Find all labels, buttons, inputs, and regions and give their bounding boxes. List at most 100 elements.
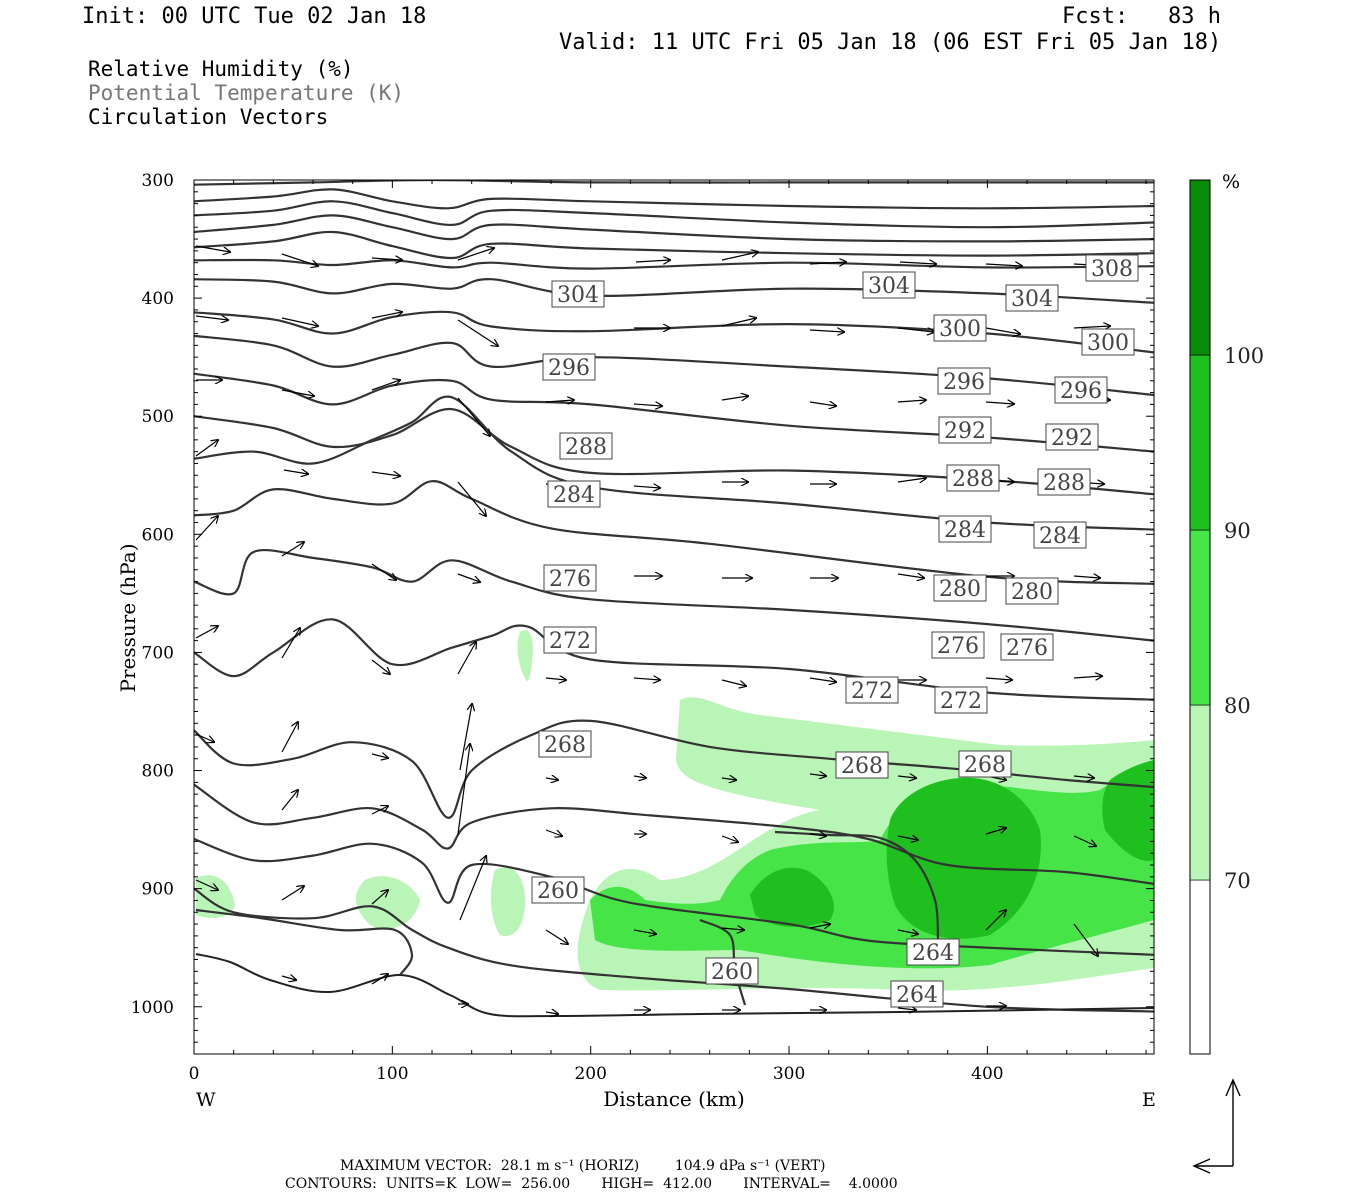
- colorbar-segment: [1189, 704, 1211, 881]
- contour-label-text: 292: [944, 419, 986, 444]
- colorbar-tick-label: 100: [1224, 344, 1264, 368]
- isentrope-line: [699, 918, 747, 1006]
- contour-label-box: [906, 938, 960, 966]
- circulation-vector: [809, 774, 826, 776]
- circulation-vector: [809, 262, 846, 264]
- circulation-vector: [459, 856, 486, 921]
- contour-label: 284: [938, 515, 992, 543]
- circulation-vector: [371, 258, 402, 260]
- circulation-vector: [371, 806, 388, 815]
- reference-vector: [1192, 1078, 1241, 1174]
- colorbar-segment: [1189, 354, 1211, 531]
- x-axis-label: Distance (km): [603, 1087, 745, 1111]
- circulation-vector: [545, 678, 566, 680]
- contour-label-text: 284: [1039, 524, 1081, 549]
- y-tick-label: 1000: [131, 998, 174, 1018]
- circulation-vector: [545, 400, 574, 402]
- circulation-vector: [985, 678, 1012, 680]
- circulation-vector: [1073, 676, 1102, 678]
- forecast-hour: Fcst: 83 h: [1062, 4, 1221, 29]
- contour-label-text: 296: [943, 370, 985, 395]
- circulation-vector: [721, 252, 758, 261]
- circulation-vector: [371, 659, 390, 674]
- circulation-vector: [195, 733, 214, 742]
- isentrope-line: [194, 258, 1154, 270]
- circulation-vector: [281, 253, 318, 266]
- circulation-vector: [721, 778, 736, 780]
- circulation-vector: [635, 260, 670, 262]
- rh-70-80-region: [355, 876, 420, 929]
- circulation-vector: [985, 402, 1014, 404]
- contour-label: 264: [890, 980, 944, 1008]
- x-tick-label: 400: [971, 1064, 1003, 1084]
- contour-label-text: 280: [1011, 580, 1053, 605]
- contour-label: 276: [543, 564, 597, 592]
- y-tick-label: 300: [142, 171, 174, 191]
- contour-label: 260: [531, 876, 585, 904]
- circulation-vector: [897, 574, 924, 578]
- isentrope-line: [194, 783, 1154, 885]
- circulation-vector: [899, 262, 936, 264]
- contour-label-box: [934, 686, 988, 714]
- contour-label-text: 288: [565, 435, 607, 460]
- circulation-vector: [633, 930, 656, 934]
- contour-label-box: [705, 957, 759, 985]
- contour-label-box: [1081, 328, 1135, 356]
- east-label: E: [1142, 1089, 1156, 1111]
- circulation-vector: [457, 642, 476, 675]
- isentrope-line: [194, 395, 1154, 531]
- contour-label-box: [1085, 254, 1139, 282]
- circulation-vector: [457, 319, 498, 346]
- contour-label: 284: [547, 480, 601, 508]
- contour-label-box: [946, 464, 1000, 492]
- isentrope-line: [194, 334, 1154, 397]
- contour-label-box: [542, 353, 596, 381]
- circulation-vector: [809, 834, 826, 836]
- circulation-vector: [545, 778, 558, 780]
- colorbar-frame: [1189, 179, 1211, 1055]
- circulation-vector: [809, 330, 844, 332]
- circulation-vector: [195, 440, 218, 457]
- contour-label: 296: [542, 353, 596, 381]
- isentrope-line: [194, 214, 1154, 243]
- contour-label-text: 272: [940, 689, 982, 714]
- contour-labels: 304 304 304 308 300 300 296 296 296 292 292 288 288 2…: [531, 254, 1139, 1008]
- contour-label: 308: [1085, 254, 1139, 282]
- circulation-vector: [281, 790, 298, 811]
- circulation-vector: [721, 835, 738, 842]
- x-tick-label: 200: [574, 1064, 606, 1084]
- circulation-vector: [371, 472, 400, 476]
- circulation-vector: [281, 722, 298, 753]
- contour-label: 288: [946, 464, 1000, 492]
- circulation-vector: [195, 626, 218, 639]
- contour-label-box: [543, 626, 597, 654]
- contour-label-text: 260: [711, 960, 753, 985]
- contour-label-text: 284: [553, 483, 595, 508]
- contour-label-text: 304: [1011, 287, 1053, 312]
- contour-label: 288: [1037, 468, 1091, 496]
- circulation-vector: [457, 744, 470, 835]
- contour-label-box: [835, 751, 889, 779]
- y-tick-label: 800: [142, 762, 174, 782]
- contour-label: 292: [938, 416, 992, 444]
- circulation-vector: [633, 486, 660, 488]
- contour-label-box: [559, 432, 613, 460]
- contour-label-text: 296: [1060, 379, 1102, 404]
- colorbar-tick-label: 80: [1224, 694, 1251, 718]
- contour-label-box: [890, 980, 944, 1008]
- circulation-vector: [371, 754, 388, 758]
- circulation-vector: [985, 327, 1020, 334]
- x-tick-label: 300: [773, 1064, 805, 1084]
- contour-label-box: [845, 676, 899, 704]
- contour-label-box: [862, 271, 916, 299]
- circulation-vector: [1073, 326, 1110, 328]
- rh-90-100-region: [886, 777, 1041, 939]
- contour-info: CONTOURS: UNITS=K LOW= 256.00 HIGH= 412.…: [285, 1176, 898, 1192]
- legend-relative-humidity: Relative Humidity (%): [88, 57, 354, 81]
- circulation-vector: [283, 470, 308, 474]
- circulation-vector: [721, 679, 746, 686]
- contour-label: 300: [1081, 328, 1135, 356]
- contour-label: 276: [1000, 633, 1054, 661]
- circulation-vector: [195, 245, 230, 252]
